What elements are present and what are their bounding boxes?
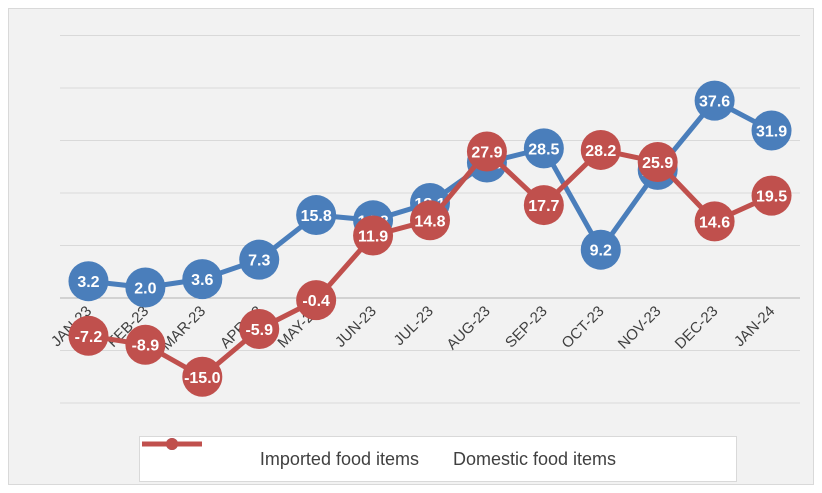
data-point-marker (296, 195, 337, 236)
data-point-marker (182, 259, 223, 300)
data-point-marker (523, 128, 564, 169)
x-tick-label: OCT-23 (558, 303, 607, 352)
data-label: 3.2 (77, 274, 99, 291)
gridlines (60, 35, 800, 404)
data-label: 15.8 (301, 208, 332, 225)
data-label: -0.4 (302, 293, 330, 310)
legend-item-domestic: Domestic food items (142, 438, 617, 470)
x-tick-label: JUL-23 (391, 303, 437, 349)
legend-label-imported: Imported food items (259, 448, 419, 469)
data-point-marker (523, 185, 564, 226)
data-label: 14.6 (699, 214, 730, 231)
data-label: 25.9 (642, 155, 673, 172)
legend-marker-domestic (166, 438, 178, 450)
data-point-marker (410, 200, 450, 241)
data-label: 19.5 (756, 189, 787, 206)
data-label: 7.3 (248, 253, 270, 270)
legend-item-imported: Imported food items (142, 438, 419, 470)
data-label: -15.0 (184, 370, 221, 387)
data-point-marker (296, 280, 337, 321)
data-label: 27.9 (471, 145, 502, 162)
data-point-marker (466, 131, 507, 172)
data-point-marker (751, 110, 792, 151)
data-point-marker (239, 308, 280, 349)
x-tick-label: JUN-23 (332, 303, 380, 351)
data-point-marker (68, 315, 109, 356)
data-point-marker (751, 175, 792, 216)
data-label: 14.8 (414, 213, 445, 230)
data-label: 31.9 (756, 124, 787, 141)
data-label: -8.9 (132, 338, 160, 355)
x-tick-label: AUG-23 (443, 303, 493, 353)
data-point-marker (580, 129, 621, 170)
series-domestic: -7.2 -8.9 -15.0 -5.9 -0.4 11.9 14.8 27.9 17.7 28.… (68, 129, 792, 397)
data-point-marker (580, 229, 621, 270)
x-tick-label: SEP-23 (502, 303, 551, 352)
data-point-marker (694, 80, 735, 121)
data-label: 2.0 (134, 281, 156, 298)
legend: Imported food items Domestic food items (139, 436, 737, 482)
data-label: 37.6 (699, 94, 730, 111)
data-point-marker (125, 324, 166, 365)
legend-label-domestic: Domestic food items (453, 448, 617, 469)
data-label: 11.9 (358, 229, 388, 246)
series-imported: 3.22.03.67.315.814.818.125.828.59.224.43… (68, 80, 792, 308)
data-point-marker (182, 356, 223, 397)
data-point-marker (637, 142, 678, 183)
data-label: 9.2 (590, 243, 612, 260)
data-point-marker (353, 215, 394, 256)
x-tick-label: MAR-23 (158, 303, 209, 354)
data-label: 3.6 (191, 272, 213, 289)
x-tick-label: JAN-24 (731, 303, 778, 350)
data-point-marker (239, 239, 280, 280)
x-tick-label: DEC-23 (672, 303, 722, 353)
data-label: 28.5 (528, 141, 559, 158)
data-label: -7.2 (75, 329, 103, 346)
data-point-marker (694, 201, 735, 242)
series-layer: 3.22.03.67.315.814.818.125.828.59.224.43… (68, 80, 792, 397)
legend-line-marker-domestic (142, 438, 202, 450)
data-point-marker (125, 267, 166, 308)
x-tick-label: NOV-23 (615, 303, 665, 353)
data-point-marker (68, 261, 109, 302)
data-label: 17.7 (528, 198, 559, 215)
data-label: 28.2 (585, 143, 616, 160)
data-label: -5.9 (245, 322, 273, 339)
